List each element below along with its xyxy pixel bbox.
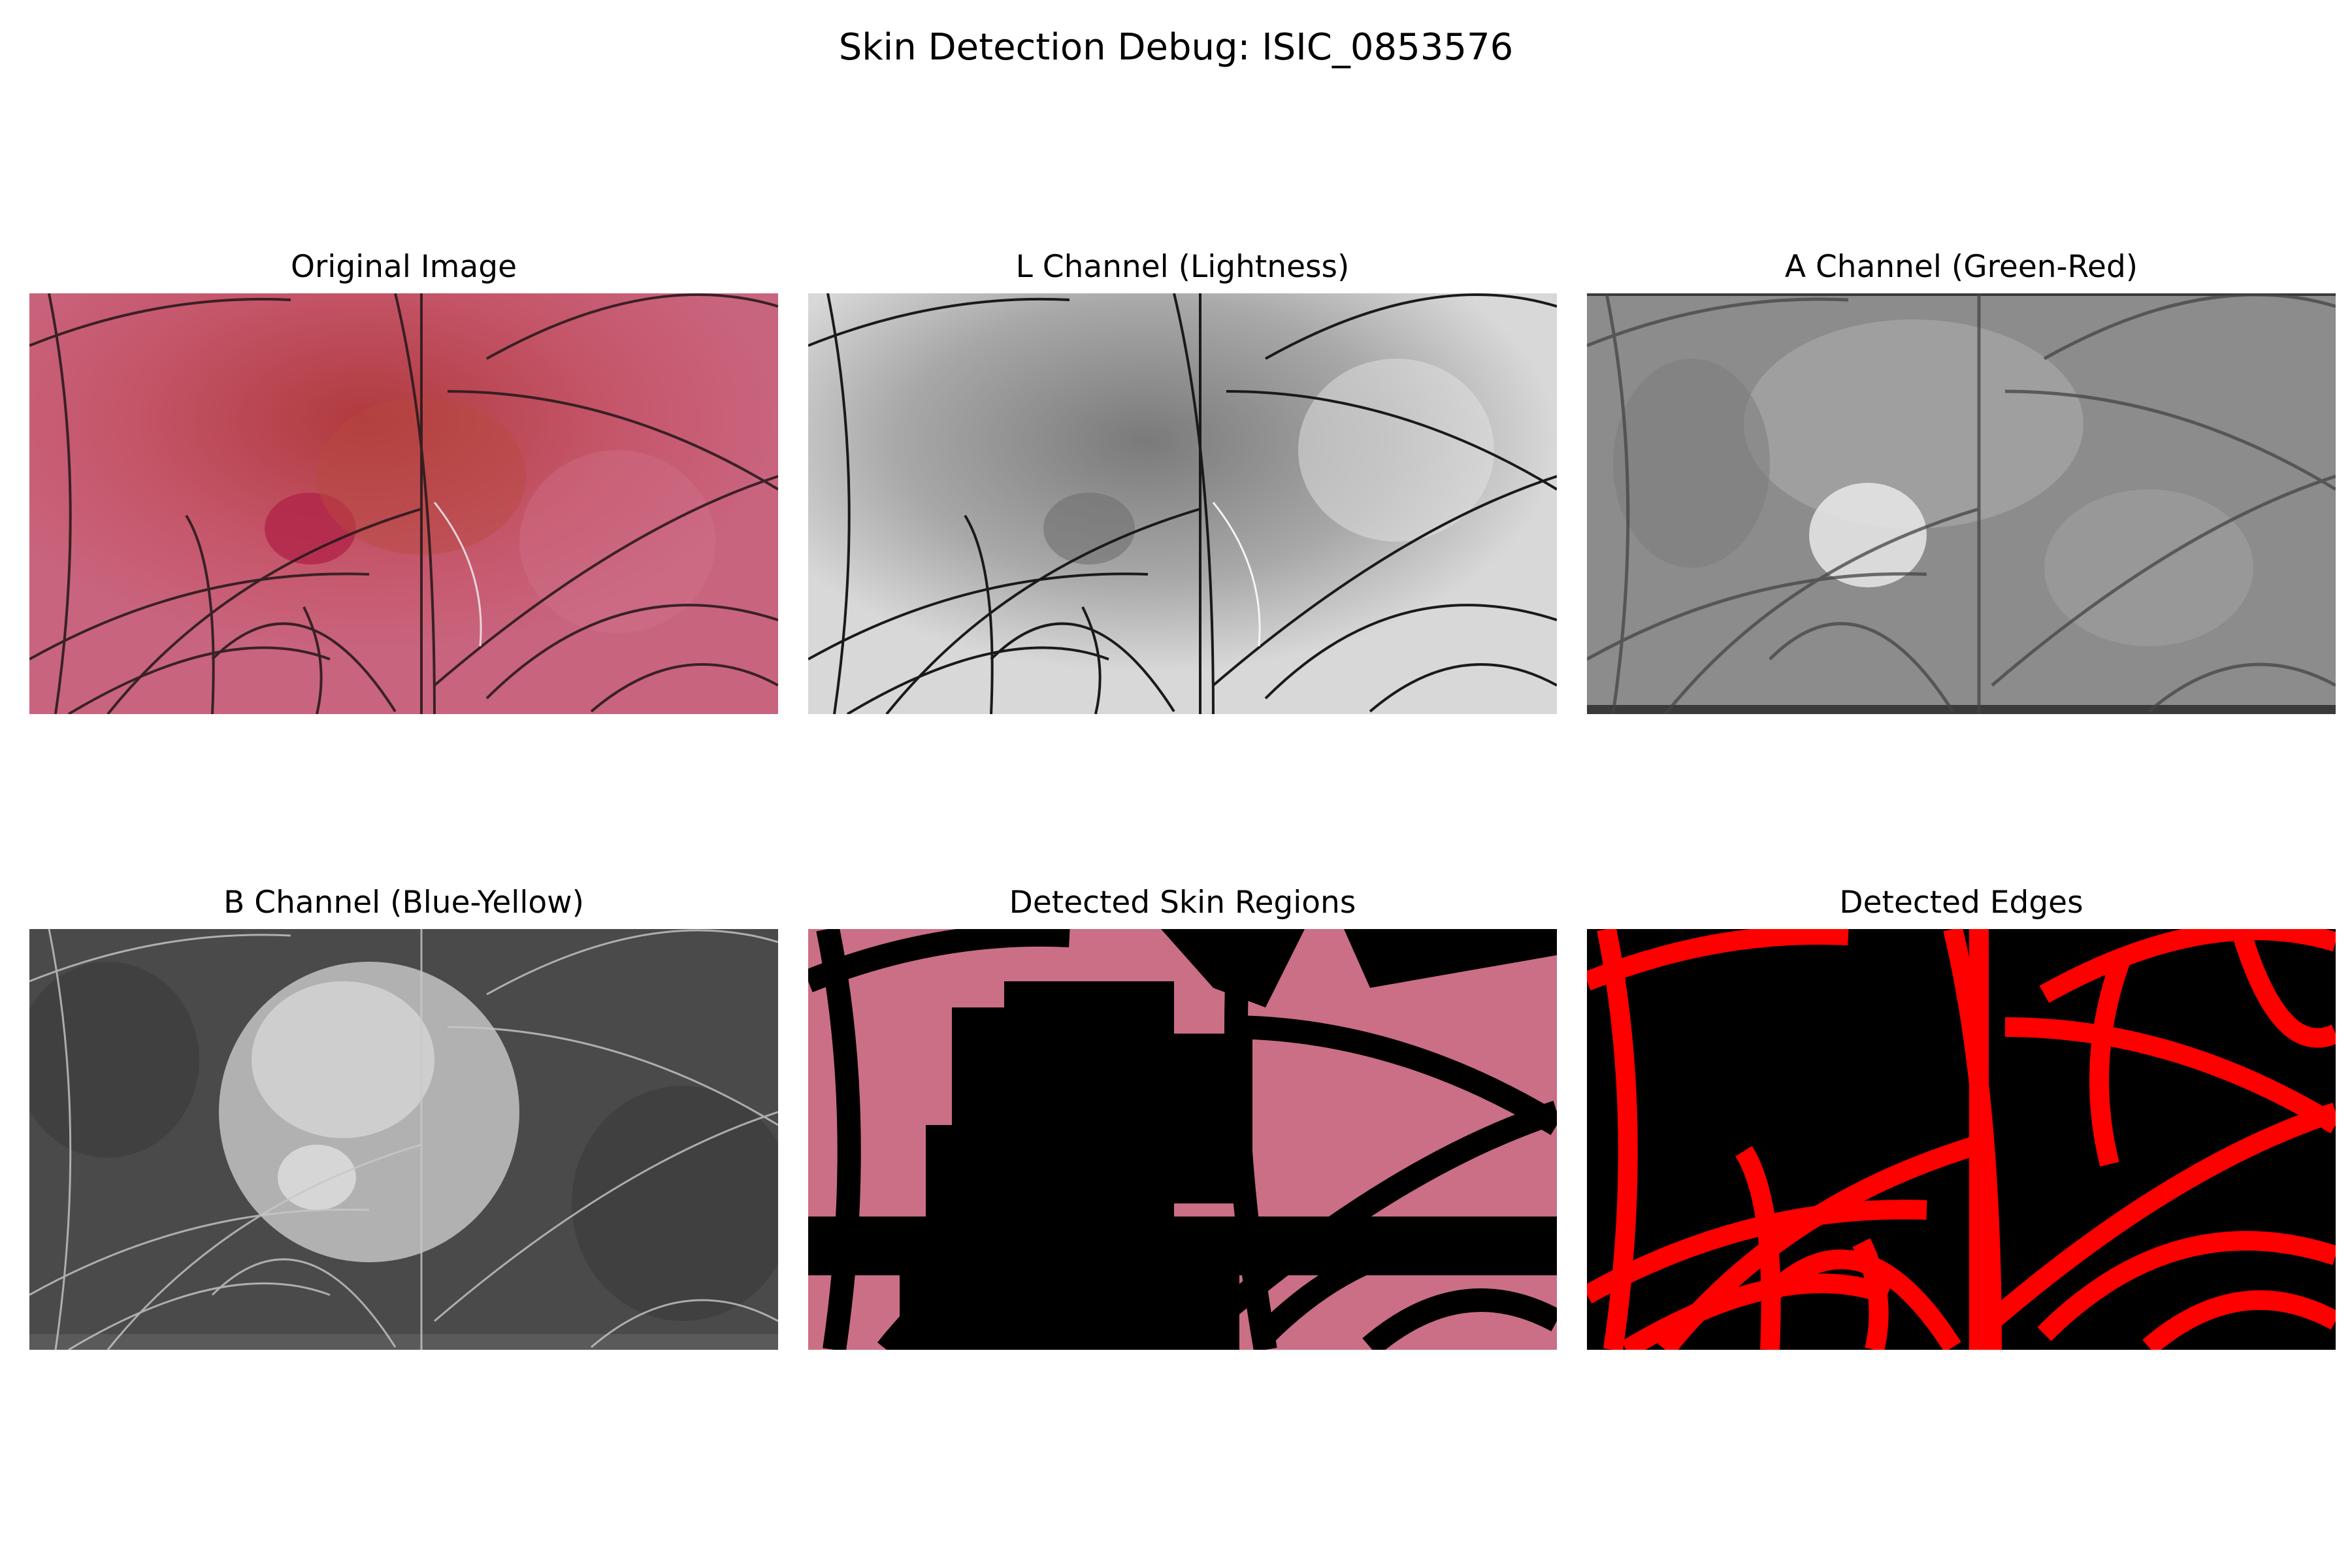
panel-title-skin-regions: Detected Skin Regions: [1009, 885, 1356, 921]
panel-title-a-channel: A Channel (Green-Red): [1784, 249, 2138, 285]
panel-title-b-channel: B Channel (Blue-Yellow): [223, 885, 584, 921]
edges-image: [1587, 929, 2336, 1350]
l-channel-image: [808, 293, 1557, 714]
panel-title-original: Original Image: [290, 249, 517, 285]
panel-title-edges: Detected Edges: [1839, 885, 2083, 921]
panel-title-l-channel: L Channel (Lightness): [1015, 249, 1350, 285]
b-channel-image: [29, 929, 778, 1350]
original-image: [29, 293, 778, 714]
figure-title: Skin Detection Debug: ISIC_0853576: [838, 26, 1514, 69]
a-channel-image: [1587, 293, 2336, 714]
skin-regions-image: [808, 929, 1557, 1350]
